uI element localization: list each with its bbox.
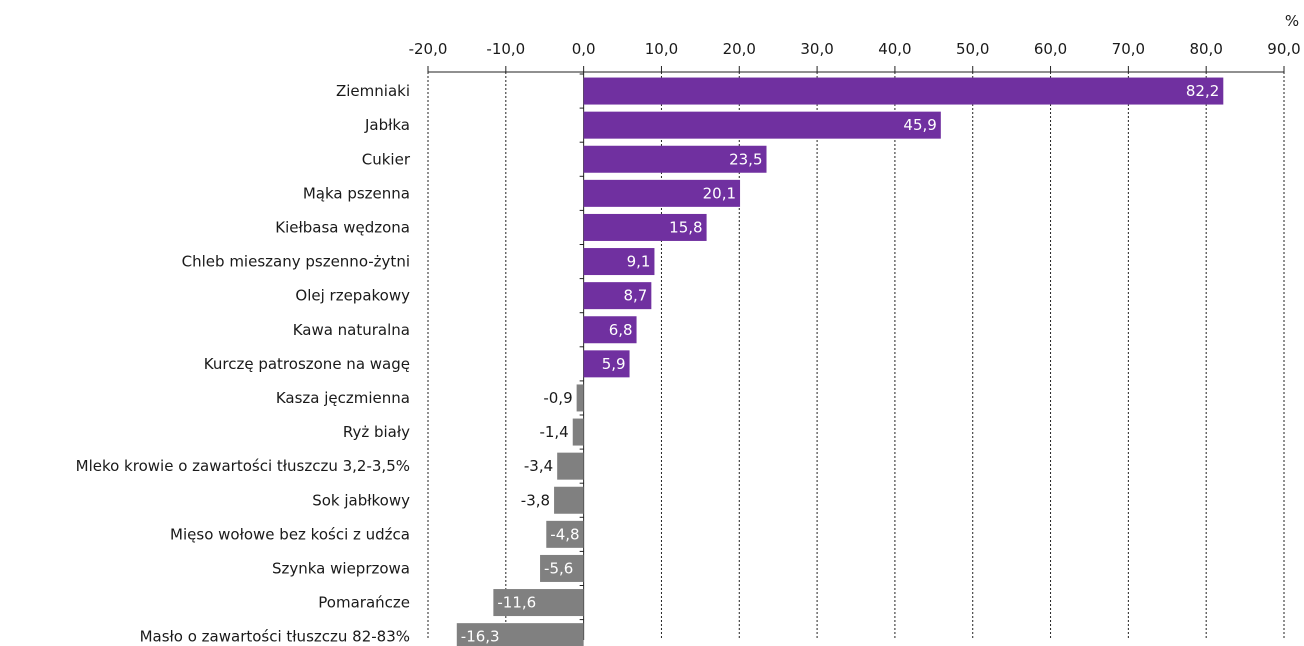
x-tick-label: 90,0 bbox=[1267, 40, 1300, 58]
bar bbox=[583, 282, 652, 310]
bar bbox=[583, 316, 637, 344]
data-label: 82,2 bbox=[1186, 82, 1219, 100]
category-label: Masło o zawartości tłuszczu 82-83% bbox=[140, 628, 410, 646]
bar bbox=[576, 384, 584, 412]
data-label: -4,8 bbox=[550, 525, 579, 543]
x-tick-label: 30,0 bbox=[800, 40, 833, 58]
data-label: 45,9 bbox=[903, 116, 936, 134]
data-label: 6,8 bbox=[609, 321, 633, 339]
x-tick-label: 50,0 bbox=[956, 40, 989, 58]
category-labels: Ziemniaki Jabłka Cukier Mąka pszenna Kiełbas… bbox=[76, 82, 411, 646]
data-label: 20,1 bbox=[703, 184, 736, 202]
value-labels: 82,2 45,9 23,5 20,115,8 9,1 8,7 6,8 5,9 -0,9 -1,4… bbox=[461, 82, 1220, 646]
bar bbox=[583, 145, 767, 173]
category-label: Mąka pszenna bbox=[303, 184, 410, 202]
data-label: -5,6 bbox=[544, 559, 573, 577]
data-label: 5,9 bbox=[602, 355, 626, 373]
x-tick-label: 60,0 bbox=[1034, 40, 1067, 58]
data-label: -16,3 bbox=[461, 628, 500, 646]
x-tick-label: 20,0 bbox=[723, 40, 756, 58]
data-label: 15,8 bbox=[669, 218, 702, 236]
bar bbox=[554, 486, 584, 514]
category-label: Kawa naturalna bbox=[293, 321, 410, 339]
x-tick-label: 40,0 bbox=[878, 40, 911, 58]
category-label: Pomarańcze bbox=[318, 594, 410, 612]
category-label: Szynka wieprzowa bbox=[272, 559, 410, 577]
bar bbox=[583, 350, 630, 378]
data-label: -1,4 bbox=[539, 423, 568, 441]
data-label: -11,6 bbox=[497, 594, 536, 612]
bar bbox=[456, 623, 584, 646]
category-label: Sok jabłkowy bbox=[312, 491, 410, 509]
bar bbox=[583, 111, 941, 139]
bar bbox=[546, 520, 584, 548]
bar bbox=[583, 77, 1224, 105]
category-label: Kurczę patroszone na wagę bbox=[204, 355, 410, 373]
bar bbox=[493, 589, 584, 617]
category-label: Chleb mieszany pszenno-żytni bbox=[182, 253, 410, 271]
category-label: Mięso wołowe bez kości z udźca bbox=[170, 525, 410, 543]
category-label: Jabłka bbox=[364, 116, 410, 134]
data-label: 23,5 bbox=[729, 150, 762, 168]
bar bbox=[583, 213, 707, 241]
bar bbox=[540, 554, 584, 582]
data-label: -3,4 bbox=[524, 457, 553, 475]
gridlines bbox=[427, 72, 1285, 640]
x-tick-label: 0,0 bbox=[572, 40, 596, 58]
category-label: Ryż biały bbox=[343, 423, 410, 441]
bar bbox=[557, 452, 584, 480]
x-tick-label: 10,0 bbox=[645, 40, 678, 58]
category-label: Kasza jęczmienna bbox=[276, 389, 410, 407]
category-label: Kiełbasa wędzona bbox=[275, 218, 410, 236]
data-label: -0,9 bbox=[543, 389, 572, 407]
x-tick-label: -20,0 bbox=[409, 40, 448, 58]
bar bbox=[572, 418, 584, 446]
unit-label: % bbox=[1285, 12, 1299, 30]
data-label: 8,7 bbox=[623, 287, 647, 305]
bars bbox=[456, 77, 1224, 646]
x-tick-label: 70,0 bbox=[1112, 40, 1145, 58]
category-label: Olej rzepakowy bbox=[295, 287, 410, 305]
bar bbox=[583, 179, 741, 207]
x-tick-label: 80,0 bbox=[1189, 40, 1222, 58]
category-label: Ziemniaki bbox=[336, 82, 410, 100]
category-label: Mleko krowie o zawartości tłuszczu 3,2-3… bbox=[76, 457, 410, 475]
x-tick-label: -10,0 bbox=[486, 40, 525, 58]
data-label: -3,8 bbox=[521, 491, 550, 509]
category-label: Cukier bbox=[362, 150, 411, 168]
data-label: 9,1 bbox=[627, 253, 651, 271]
bar bbox=[583, 248, 655, 276]
